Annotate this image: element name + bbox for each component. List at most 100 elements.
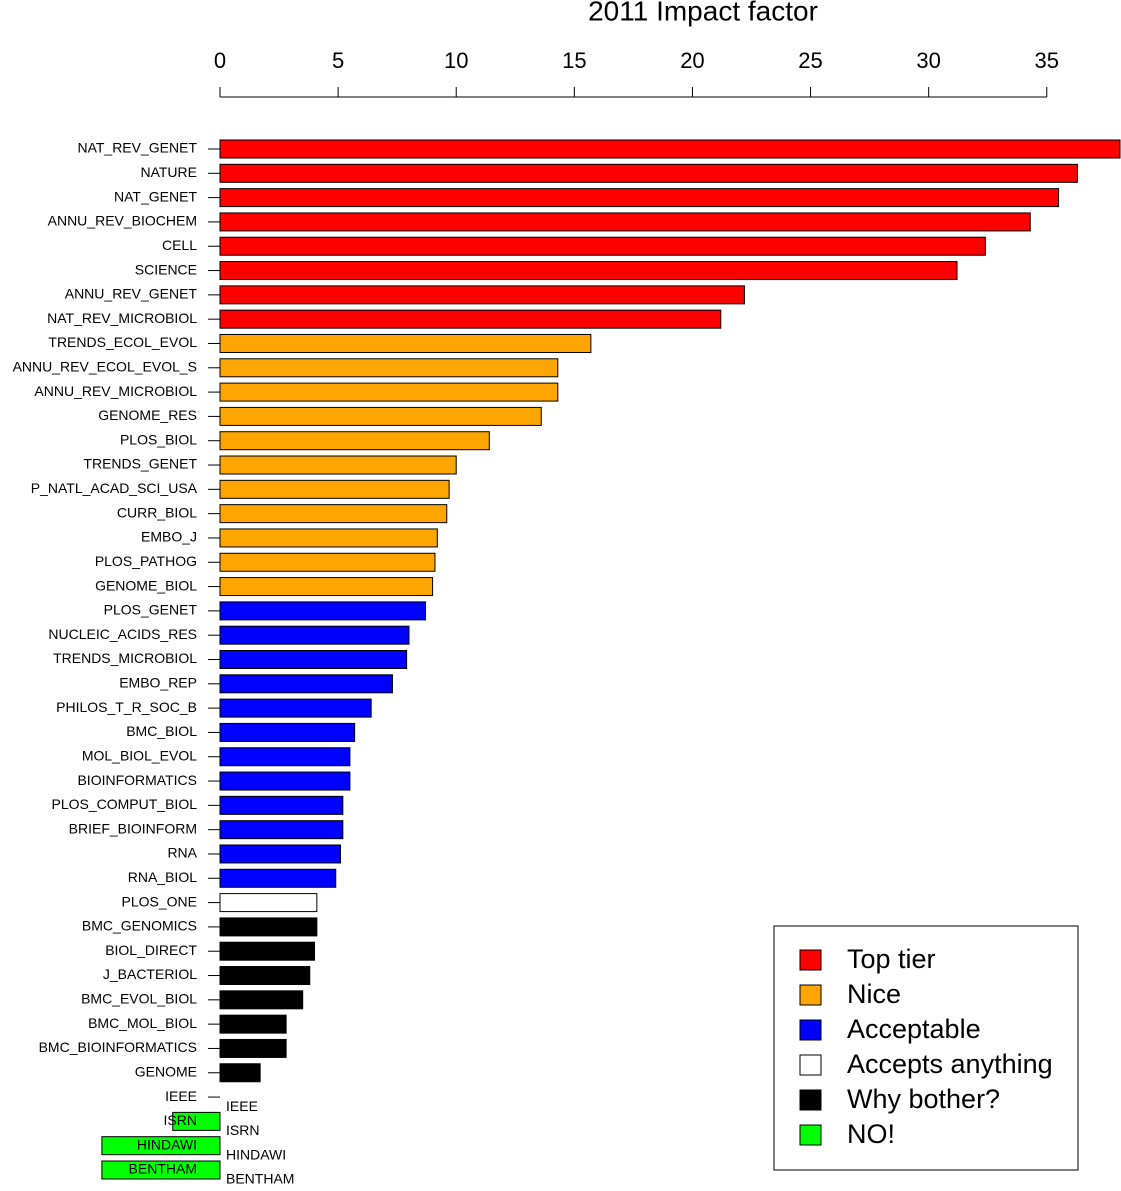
y-tick-label: PLOS_COMPUT_BIOL bbox=[52, 796, 198, 812]
y-tick-label: BMC_GENOMICS bbox=[82, 918, 197, 934]
bar bbox=[219, 990, 304, 1010]
annotation: IEEE bbox=[226, 1098, 258, 1114]
legend-label: Acceptable bbox=[847, 1014, 981, 1044]
y-tick-label: BMC_EVOL_BIOL bbox=[81, 991, 197, 1007]
y-tick-label: ANNU_REV_MICROBIOL bbox=[34, 383, 197, 399]
legend-label: NO! bbox=[847, 1119, 895, 1149]
y-tick-label: EMBO_J bbox=[141, 529, 197, 545]
bar bbox=[219, 528, 438, 548]
bar bbox=[219, 163, 1078, 183]
legend-label: Why bother? bbox=[847, 1084, 1000, 1114]
y-tick-label: NAT_GENET bbox=[114, 188, 197, 204]
bar bbox=[219, 893, 318, 913]
bar bbox=[101, 1136, 221, 1156]
bar bbox=[219, 552, 436, 572]
bar bbox=[219, 358, 559, 378]
legend-swatch bbox=[799, 1054, 822, 1076]
y-tick-label: MOL_BIOL_EVOL bbox=[82, 747, 197, 763]
legend-label: Accepts anything bbox=[847, 1049, 1053, 1079]
y-tick-label: ANNU_REV_ECOL_EVOL_S bbox=[13, 358, 197, 374]
x-tick-label: 30 bbox=[916, 48, 940, 73]
bar bbox=[219, 139, 1121, 159]
bar bbox=[219, 601, 427, 621]
bar bbox=[219, 698, 372, 718]
x-tick-label: 20 bbox=[680, 48, 704, 73]
bar bbox=[219, 771, 351, 791]
y-tick-label: P_NATL_ACAD_SCI_USA bbox=[31, 480, 198, 496]
annotation: ISRN bbox=[226, 1122, 259, 1138]
y-tick-label: J_BACTERIOL bbox=[103, 966, 197, 982]
bar bbox=[219, 504, 448, 524]
x-tick-label: 15 bbox=[562, 48, 586, 73]
y-tick-label: BRIEF_BIOINFORM bbox=[69, 820, 197, 836]
y-tick-label: SCIENCE bbox=[135, 261, 197, 277]
annotation: HINDAWI bbox=[226, 1146, 286, 1162]
legend-label: Nice bbox=[847, 979, 901, 1009]
bar bbox=[219, 747, 351, 767]
y-tick-label: BMC_BIOINFORMATICS bbox=[39, 1039, 197, 1055]
legend-swatch bbox=[799, 1089, 822, 1111]
bar bbox=[219, 309, 722, 329]
y-tick-label: GENOME_RES bbox=[98, 407, 197, 423]
bar bbox=[219, 722, 356, 742]
x-tick-label: 5 bbox=[332, 48, 344, 73]
y-tick-label: ANNU_REV_GENET bbox=[65, 286, 198, 302]
y-tick-label: GENOME bbox=[135, 1063, 197, 1079]
bar bbox=[219, 382, 559, 402]
x-tick-label: 10 bbox=[444, 48, 468, 73]
bar bbox=[219, 577, 434, 597]
bar bbox=[219, 285, 745, 305]
bar bbox=[219, 455, 457, 475]
y-tick-label: NAT_REV_GENET bbox=[77, 140, 197, 156]
y-tick-label: BMC_MOL_BIOL bbox=[88, 1015, 197, 1031]
y-tick-label: HINDAWI bbox=[137, 1136, 197, 1152]
bar bbox=[219, 625, 410, 645]
y-tick-label: TRENDS_GENET bbox=[83, 456, 197, 472]
legend-swatch bbox=[799, 1124, 822, 1146]
bar bbox=[219, 1038, 287, 1058]
y-tick-label: EMBO_REP bbox=[119, 675, 197, 691]
bar bbox=[219, 236, 986, 256]
y-tick-label: BIOL_DIRECT bbox=[105, 942, 197, 958]
legend-swatch bbox=[799, 984, 822, 1006]
bar bbox=[219, 406, 542, 426]
bar bbox=[219, 261, 958, 281]
annotation: BENTHAM bbox=[226, 1171, 294, 1186]
y-tick-label: CELL bbox=[162, 237, 197, 253]
bar bbox=[219, 650, 408, 669]
y-tick-label: PHILOS_T_R_SOC_B bbox=[56, 699, 197, 715]
bar bbox=[219, 188, 1060, 208]
y-tick-label: BIOINFORMATICS bbox=[77, 772, 197, 788]
y-tick-label: NAT_REV_MICROBIOL bbox=[47, 310, 197, 326]
chart-title: 2011 Impact factor bbox=[588, 0, 818, 26]
bar bbox=[219, 1063, 261, 1083]
bar bbox=[219, 966, 311, 986]
y-tick-label: GENOME_BIOL bbox=[95, 577, 197, 593]
y-tick-label: PLOS_GENET bbox=[104, 602, 198, 618]
bar bbox=[219, 795, 344, 815]
bar bbox=[219, 333, 592, 353]
y-tick-label: PLOS_BIOL bbox=[120, 431, 197, 447]
y-tick-label: RNA_BIOL bbox=[128, 869, 197, 885]
y-tick-label: ANNU_REV_BIOCHEM bbox=[48, 213, 197, 229]
y-tick-label: NUCLEIC_ACIDS_RES bbox=[48, 626, 197, 642]
legend-box bbox=[773, 925, 1079, 1171]
y-tick-label: PLOS_PATHOG bbox=[95, 553, 197, 569]
y-tick-label: CURR_BIOL bbox=[117, 504, 197, 520]
y-tick-label: PLOS_ONE bbox=[122, 893, 197, 909]
y-tick-label: BMC_BIOL bbox=[126, 723, 197, 739]
y-tick-label: IEEE bbox=[165, 1088, 197, 1104]
bar bbox=[219, 479, 450, 499]
bar bbox=[219, 820, 344, 840]
y-tick-label: ISRN bbox=[164, 1112, 197, 1128]
y-tick-label: TRENDS_MICROBIOL bbox=[53, 650, 197, 666]
bar bbox=[219, 431, 490, 451]
x-tick-label: 35 bbox=[1035, 48, 1059, 73]
x-tick-label: 25 bbox=[798, 48, 822, 73]
y-tick-label: NATURE bbox=[140, 164, 197, 180]
bar bbox=[172, 1111, 221, 1131]
bar bbox=[219, 1014, 287, 1034]
legend-swatch bbox=[799, 949, 822, 971]
y-tick-label: RNA bbox=[167, 845, 197, 861]
